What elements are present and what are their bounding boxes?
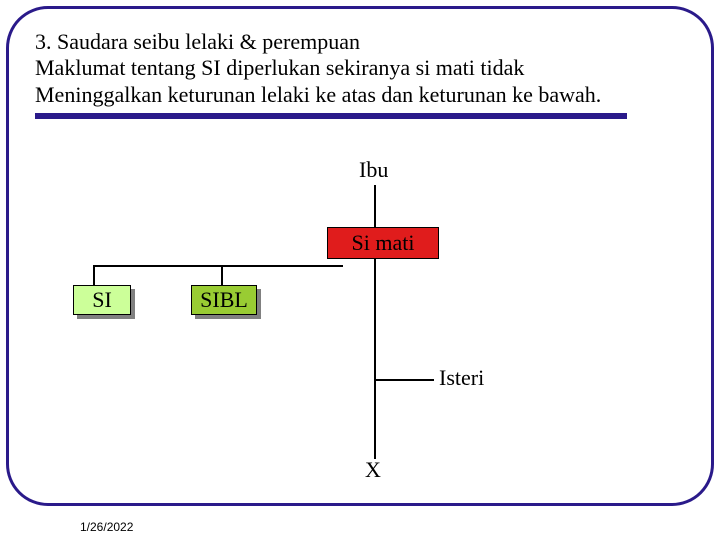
- heading-line-2: Maklumat tentang SI diperlukan sekiranya…: [35, 55, 695, 81]
- isteri-label: Isteri: [439, 365, 484, 391]
- x-label: X: [365, 457, 381, 483]
- heading-block: 3. Saudara seibu lelaki & perempuan Makl…: [35, 29, 695, 108]
- heading-line-3: Meninggalkan keturunan lelaki ke atas da…: [35, 82, 695, 108]
- si-box: SI: [73, 285, 131, 315]
- simati-down: [374, 259, 376, 379]
- ibu-label: Ibu: [359, 157, 388, 183]
- simati-box: Si mati: [327, 227, 439, 259]
- slide-frame: 3. Saudara seibu lelaki & perempuan Makl…: [6, 6, 714, 506]
- sibling-hline: [93, 265, 343, 267]
- si-text: SI: [92, 287, 112, 313]
- heading-line-1: 3. Saudara seibu lelaki & perempuan: [35, 29, 695, 55]
- sibl-text: SIBL: [200, 287, 248, 313]
- slide-date: 1/26/2022: [80, 520, 133, 534]
- sibl-drop: [221, 265, 223, 285]
- underline-2: [35, 116, 627, 119]
- si-drop: [93, 265, 95, 285]
- simati-text: Si mati: [352, 230, 415, 256]
- sibl-box: SIBL: [191, 285, 257, 315]
- x-vline: [374, 379, 376, 459]
- isteri-hline: [374, 379, 434, 381]
